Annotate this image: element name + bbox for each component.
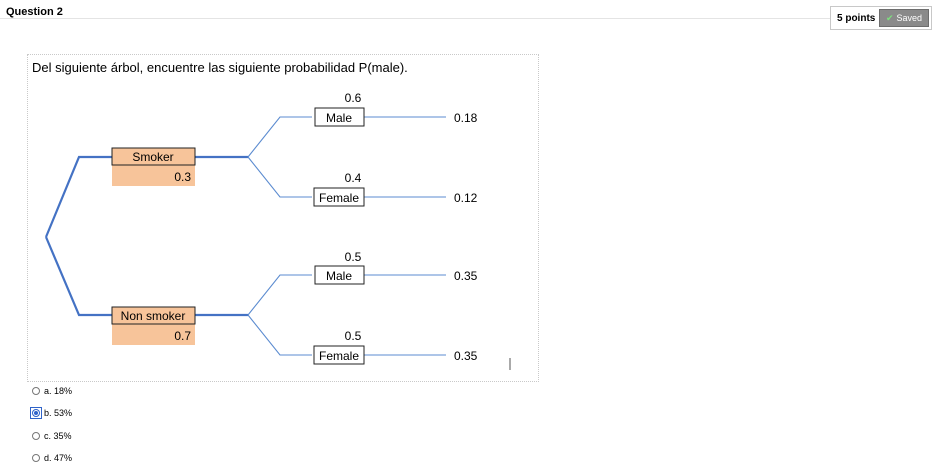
- trunk-line-nonsmoker: [44, 236, 112, 317]
- question-content: Del siguiente árbol, encuentre las sigui…: [27, 54, 539, 382]
- answer-option-d[interactable]: d. 47%: [30, 451, 72, 465]
- smoker-label: Smoker: [132, 150, 173, 164]
- answer-option-a[interactable]: a. 18%: [30, 384, 72, 398]
- nonsmoker-prob-cell: [112, 324, 195, 345]
- smoker-prob: 0.3: [174, 170, 191, 184]
- branch-line-nonsmoker-female: [247, 314, 312, 356]
- answer-option-c[interactable]: c. 35%: [30, 429, 72, 443]
- smoker-prob-cell: [112, 165, 195, 186]
- nonsmoker-female-prob: 0.5: [345, 329, 362, 343]
- smoker-node: [111, 147, 196, 166]
- answer-option-b[interactable]: b. 53%: [30, 406, 72, 420]
- nonsmoker-male-label: Male: [326, 269, 352, 283]
- answer-text-d: d. 47%: [44, 453, 73, 463]
- branch-line-smoker-female: [247, 156, 312, 198]
- radio-focus-ring: [30, 407, 42, 419]
- nonsmoker-male-node: [314, 265, 365, 285]
- smoker-male-node: [314, 107, 365, 127]
- saved-badge: ✔ Saved: [879, 9, 929, 27]
- question-header: Question 2 5 points ✔ Saved: [0, 0, 936, 40]
- nonsmoker-female-node: [313, 345, 365, 365]
- nonsmoker-label: Non smoker: [121, 309, 186, 323]
- probability-tree: Smoker 0.3 Non smoker 0.7 0.6 Male 0.18 …: [44, 91, 511, 370]
- radio-button-d[interactable]: [32, 454, 40, 462]
- radio-button-a[interactable]: [32, 387, 40, 395]
- radio-button-b[interactable]: [32, 409, 40, 417]
- answer-text-c: c. 35%: [44, 431, 72, 441]
- check-icon: ✔: [885, 12, 894, 23]
- smoker-female-prob: 0.4: [345, 171, 362, 185]
- branch-line-smoker-male: [247, 116, 312, 158]
- answer-text-b: b. 53%: [44, 408, 73, 418]
- answer-text-a: a. 18%: [44, 386, 73, 396]
- nonsmoker-prob: 0.7: [174, 329, 191, 343]
- smoker-female-node: [313, 187, 365, 207]
- nonsmoker-node: [111, 306, 196, 325]
- question-text: Del siguiente árbol, encuentre las sigui…: [32, 60, 408, 75]
- trunk-line-smoker: [44, 155, 112, 238]
- nonsmoker-male-joint: 0.35: [454, 269, 478, 283]
- points-box: 5 points ✔ Saved: [830, 6, 932, 30]
- nonsmoker-male-prob: 0.5: [345, 250, 362, 264]
- smoker-male-prob: 0.6: [345, 91, 362, 105]
- points-label: 5 points: [837, 13, 876, 24]
- nonsmoker-female-joint: 0.35: [454, 349, 478, 363]
- header-divider: [0, 18, 830, 19]
- smoker-male-label: Male: [326, 111, 352, 125]
- question-title: Question 2: [6, 6, 63, 18]
- nonsmoker-female-label: Female: [319, 349, 359, 363]
- radio-button-c[interactable]: [32, 432, 40, 440]
- smoker-male-joint: 0.18: [454, 111, 478, 125]
- branch-line-nonsmoker-male: [247, 274, 312, 316]
- smoker-female-label: Female: [319, 191, 359, 205]
- smoker-female-joint: 0.12: [454, 191, 478, 205]
- saved-label: Saved: [896, 13, 923, 23]
